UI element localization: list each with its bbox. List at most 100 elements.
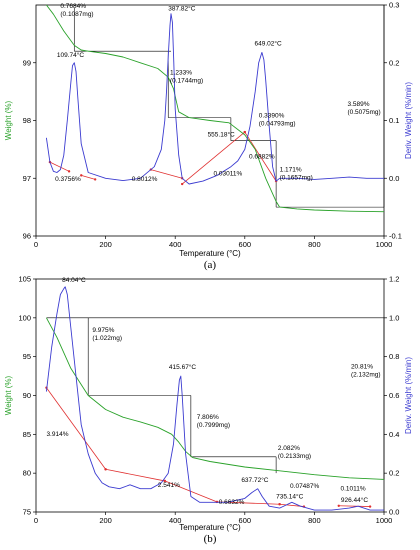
baseline-marker xyxy=(278,503,281,506)
annotation-mass-label: (0.1744mg) xyxy=(170,77,203,84)
y2-tick-label: 0.2 xyxy=(389,58,399,67)
annotation-label: 415.67°C xyxy=(169,363,196,371)
y2-tick-label: 1.2 xyxy=(389,275,399,284)
y-tick-label: 85 xyxy=(23,430,31,439)
peak-baseline-line xyxy=(164,480,218,503)
annotation-label: 0.3390% xyxy=(259,113,285,120)
y-tick-label: 80 xyxy=(23,469,31,478)
annotation-label: 387.82°C xyxy=(168,5,195,13)
y-tick-label: 98 xyxy=(23,116,31,125)
panel-label: (b) xyxy=(204,533,217,545)
y-tick-label: 96 xyxy=(23,232,31,241)
peak-baseline-line xyxy=(244,131,277,182)
annotation-label: 2.541% xyxy=(158,482,180,489)
y2-tick-label: 0.3 xyxy=(389,1,399,10)
annotation-label: 0.07487% xyxy=(290,483,319,490)
annotation-label: 0.7684% xyxy=(60,3,86,10)
baseline-marker xyxy=(180,182,184,186)
baseline-marker xyxy=(163,479,166,483)
x-tick-label: 600 xyxy=(239,240,252,249)
y2-tick-label: 0.2 xyxy=(389,469,399,478)
annotation-label: 0.1011% xyxy=(341,485,366,492)
annotation-label: 555.18°C xyxy=(208,131,235,139)
y2-tick-label: 0.8 xyxy=(389,352,399,361)
annotation-label: 637.72°C xyxy=(241,476,268,484)
baseline-marker xyxy=(67,170,71,173)
annotation-label: 1.233% xyxy=(170,69,192,76)
x-tick-label: 600 xyxy=(239,516,252,525)
baseline-marker xyxy=(243,130,246,134)
peak-baseline-line xyxy=(181,131,246,185)
annotation-label: 20.81% xyxy=(351,363,373,370)
x-tick-label: 800 xyxy=(308,516,321,525)
baseline-marker xyxy=(368,505,372,508)
annotation-label: 0.6632% xyxy=(219,499,245,506)
annotation-label: 0.8012% xyxy=(132,176,158,183)
x-tick-label: 400 xyxy=(169,516,182,525)
chart-panel-b: 0 200 400 600 800 1000 75 80 85 90 95 100 105 0.0 0.2 0… xyxy=(4,275,413,546)
annotation-label: 2.082% xyxy=(278,445,300,452)
x-axis-label: Temperature (°C) xyxy=(179,523,241,532)
peak-baseline-line xyxy=(105,468,165,482)
annotation-label: 0.03011% xyxy=(213,170,242,177)
annotation-mass-label: (0.5075mg) xyxy=(347,109,380,116)
x-tick-label: 0 xyxy=(34,240,38,249)
y-tick-label: 95 xyxy=(23,352,31,361)
peak-baseline-line xyxy=(46,387,106,470)
baseline-marker xyxy=(80,174,83,177)
y-tick-label: 75 xyxy=(23,508,31,517)
x-tick-label: 800 xyxy=(308,240,321,249)
y2-tick-label: 0.6 xyxy=(389,391,399,400)
y-tick-label: 97 xyxy=(23,174,31,183)
baseline-marker xyxy=(93,178,97,181)
peak-baseline-line xyxy=(338,505,371,507)
annotation-mass-label: (1.022mg) xyxy=(92,335,122,342)
x-tick-label: 1000 xyxy=(376,240,393,249)
annotation-mass-label: (0.2133mg) xyxy=(278,453,311,460)
y-tick-label: 99 xyxy=(23,58,31,67)
annotation-label: 735.14°C xyxy=(276,492,303,500)
y-axis-label: Weight (%) xyxy=(4,375,13,415)
annotation-mass-label: (0.1657mg) xyxy=(280,174,313,181)
annotation-mass-label: (2.132mg) xyxy=(351,371,381,378)
y2-tick-label: -0.1 xyxy=(389,232,402,241)
y-tick-label: 90 xyxy=(23,391,31,400)
annotation-label: 3.914% xyxy=(46,431,68,438)
peak-baseline-line xyxy=(150,169,183,179)
baseline-marker xyxy=(104,468,107,471)
peak-baseline-line xyxy=(81,174,96,180)
panel-label: (a) xyxy=(204,259,217,271)
annotation-label: 649.02°C xyxy=(255,39,282,47)
x-tick-label: 1000 xyxy=(376,516,393,525)
annotation-label: 9.975% xyxy=(92,327,114,334)
chart-panel-a: 0 200 400 600 800 1000 96 97 98 99 -0.1 0.0 0.1 0.2 0.… xyxy=(4,1,413,272)
y2-tick-label: 0.1 xyxy=(389,116,399,125)
weight-series-line xyxy=(46,4,385,213)
deriv-weight-series-line xyxy=(45,286,384,511)
annotation-mass-label: (0.7999mg) xyxy=(197,422,230,429)
x-tick-label: 400 xyxy=(169,240,182,249)
y2-tick-label: 1.0 xyxy=(389,313,399,322)
annotation-label: 0.3756% xyxy=(55,176,81,183)
y2-tick-label: 0.0 xyxy=(389,508,399,517)
annotation-label: 0.6882% xyxy=(249,154,275,161)
annotation-label: 1.171% xyxy=(280,166,302,173)
annotation-label: 926.44°C xyxy=(341,496,368,504)
x-tick-label: 200 xyxy=(99,516,112,525)
y2-axis-label: Deriv. Weight (%/min) xyxy=(404,357,413,434)
y-tick-label: 105 xyxy=(18,275,31,284)
deriv-weight-series-line xyxy=(45,13,384,185)
annotation-label: 84.04°C xyxy=(62,276,86,284)
y-tick-label: 100 xyxy=(18,313,31,322)
y2-tick-label: 0.0 xyxy=(389,174,399,183)
weight-series-line xyxy=(46,317,385,480)
baseline-marker xyxy=(337,504,340,507)
x-axis-label: Temperature (°C) xyxy=(179,249,241,258)
annotation-label: 109.74°C xyxy=(57,51,84,59)
x-tick-label: 0 xyxy=(34,516,38,525)
y-axis-label: Weight (%) xyxy=(4,100,13,140)
annotation-mass-label: (0.04793mg) xyxy=(259,121,296,128)
x-tick-label: 200 xyxy=(99,240,112,249)
annotation-label: 7.806% xyxy=(197,414,219,421)
